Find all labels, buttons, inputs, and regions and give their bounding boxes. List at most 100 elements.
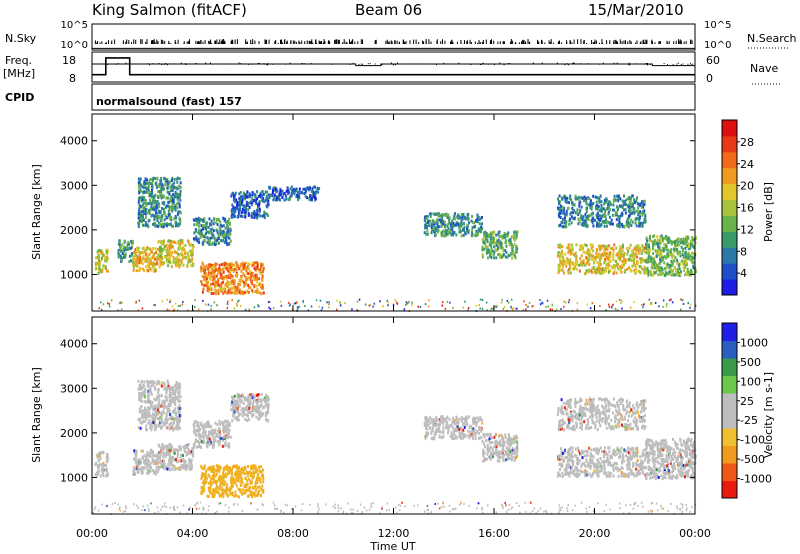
- noise-cell: [449, 301, 451, 304]
- freq-label: Freq.: [5, 54, 32, 67]
- scatter-cell: [583, 219, 586, 223]
- scatter-cell: [503, 231, 506, 235]
- noise-cell: [119, 301, 121, 304]
- scatter-cell: [298, 187, 301, 191]
- scatter-cell: [684, 246, 687, 250]
- scatter-cell: [177, 259, 180, 263]
- scatter-cell: [99, 462, 102, 466]
- scatter-cell: [443, 225, 446, 229]
- noise-cell: [169, 301, 171, 303]
- scatter-cell: [140, 466, 143, 470]
- scatter-cell: [160, 262, 163, 266]
- scatter-cell: [147, 181, 150, 185]
- scatter-cell: [247, 399, 250, 403]
- scatter-cell: [242, 194, 245, 198]
- scatter-cell: [615, 262, 618, 266]
- scatter-cell: [626, 217, 629, 221]
- scatter-cell: [261, 274, 264, 278]
- scatter-cell: [558, 200, 561, 204]
- scatter-cell: [572, 248, 574, 252]
- nave-dot: [161, 64, 163, 66]
- nsky-noise-mark: [425, 41, 427, 44]
- nsky-noise-mark: [550, 39, 552, 44]
- nsky-noise-mark: [409, 40, 411, 44]
- scatter-cell: [604, 209, 607, 212]
- scatter-cell: [457, 213, 459, 217]
- scatter-cell: [140, 189, 143, 193]
- scatter-cell: [176, 256, 179, 260]
- nave-dot: [494, 64, 495, 66]
- scatter-cell: [180, 453, 182, 457]
- scatter-cell: [238, 290, 241, 294]
- scatter-cell: [214, 236, 217, 240]
- scatter-cell: [573, 203, 576, 207]
- scatter-cell: [257, 277, 260, 281]
- scatter-cell: [628, 224, 630, 228]
- scatter-cell: [234, 206, 237, 210]
- scatter-cell: [613, 266, 616, 270]
- scatter-cell: [176, 466, 179, 470]
- scatter-cell: [105, 269, 108, 273]
- scatter-cell: [179, 186, 181, 190]
- scatter-cell: [263, 200, 266, 204]
- scatter-cell: [650, 266, 653, 270]
- scatter-cell: [559, 245, 562, 249]
- noise-cell: [689, 303, 692, 306]
- scatter-cell: [680, 245, 683, 249]
- scatter-cell: [272, 188, 274, 192]
- scatter-cell: [505, 244, 508, 248]
- scatter-cell: [134, 452, 137, 456]
- scatter-cell: [276, 189, 279, 193]
- nave-dot: [352, 62, 354, 64]
- nave-dot: [482, 63, 484, 65]
- scatter-cell: [139, 255, 142, 259]
- scatter-cell: [253, 398, 256, 402]
- scatter-cell: [486, 245, 489, 249]
- nsky-noise-mark: [675, 40, 677, 44]
- nsky-noise-mark: [153, 39, 155, 44]
- scatter-cell: [240, 278, 242, 282]
- scatter-cell: [169, 241, 172, 245]
- scatter-cell: [649, 270, 652, 274]
- scatter-cell: [247, 272, 250, 276]
- noise-cell: [231, 299, 233, 302]
- nsky-noise-mark: [97, 41, 98, 44]
- scatter-cell: [146, 458, 149, 462]
- scatter-cell: [258, 199, 261, 203]
- scatter-cell: [191, 249, 194, 253]
- scatter-cell: [224, 419, 227, 423]
- scatter-cell: [303, 192, 306, 195]
- scatter-cell: [455, 223, 458, 227]
- scatter-cell: [557, 197, 559, 201]
- scatter-cell: [642, 221, 645, 225]
- scatter-cell: [496, 240, 499, 244]
- nsky-noise-mark: [405, 41, 407, 44]
- scatter-cell: [190, 249, 193, 253]
- scatter-cell: [430, 212, 433, 216]
- scatter-cell: [137, 177, 140, 181]
- scatter-cell: [150, 205, 153, 209]
- scatter-cell: [200, 224, 203, 228]
- nave-dot: [643, 63, 645, 65]
- noise-cell: [339, 302, 342, 305]
- nsky-noise-mark: [646, 39, 648, 44]
- scatter-cell: [222, 291, 225, 295]
- scatter-cell: [174, 220, 177, 224]
- scatter-cell: [151, 213, 154, 217]
- scatter-cell: [559, 216, 562, 219]
- scatter-cell: [637, 251, 640, 255]
- nsky-noise-mark: [651, 39, 653, 44]
- nsky-noise-mark: [308, 40, 310, 44]
- noise-cell: [608, 305, 611, 308]
- scatter-cell: [229, 423, 231, 427]
- scatter-cell: [595, 252, 598, 255]
- scatter-cell: [498, 230, 501, 234]
- nsky-noise-mark: [645, 40, 647, 44]
- scatter-cell: [575, 243, 578, 247]
- scatter-cell: [226, 225, 229, 229]
- nsky-noise-mark: [452, 42, 454, 44]
- noise-cell: [462, 306, 465, 309]
- noise-cell: [608, 303, 610, 306]
- scatter-cell: [174, 208, 177, 212]
